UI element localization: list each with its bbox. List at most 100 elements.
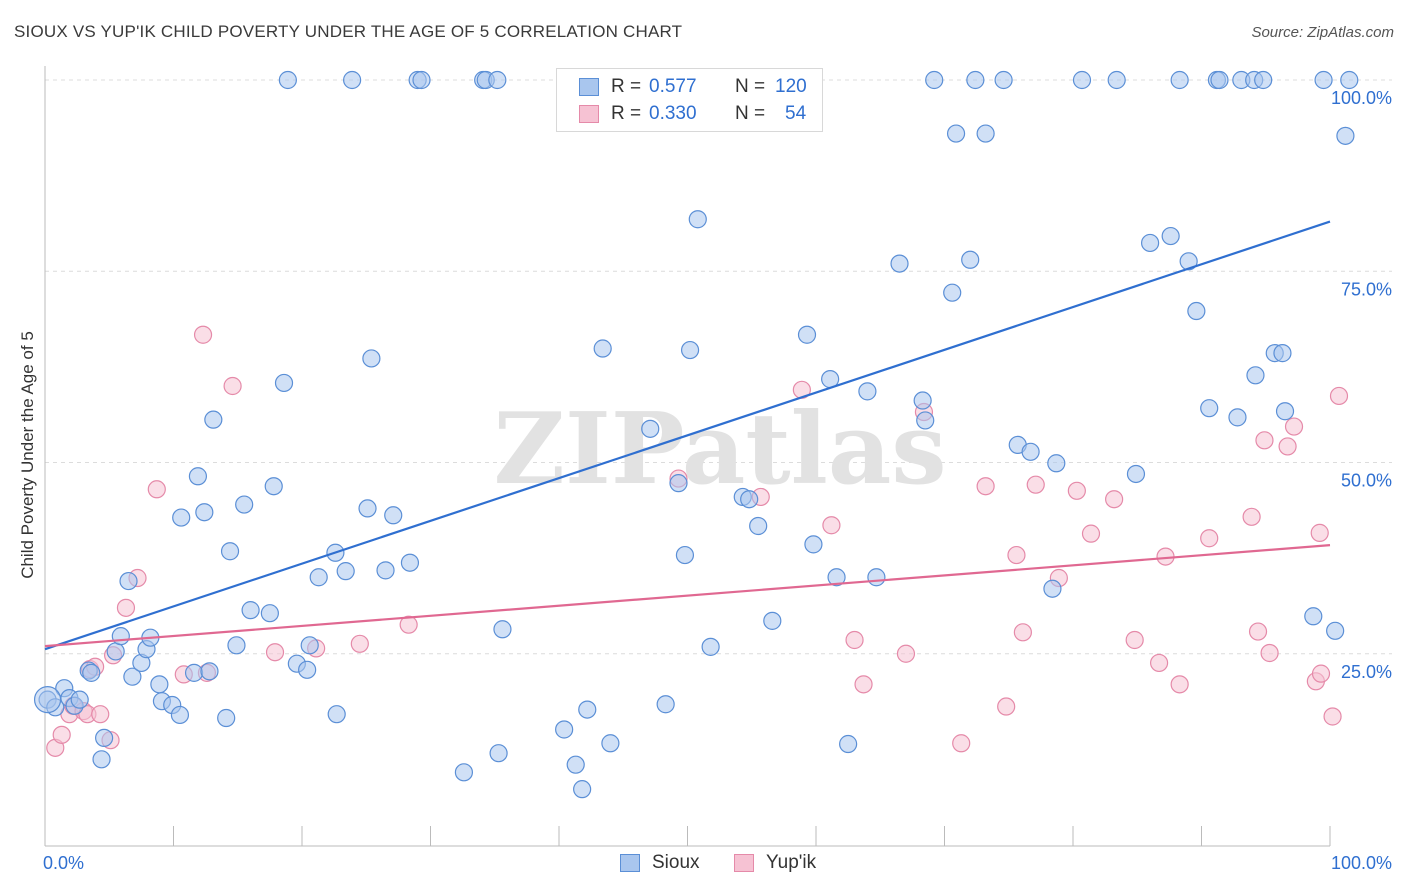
bottom-legend-sioux: Sioux (620, 852, 700, 874)
legend-r-value: 0.330 (649, 103, 697, 124)
legend-r-label: R = (611, 103, 642, 124)
sioux-point (1043, 579, 1062, 598)
yupik-point (1329, 386, 1349, 406)
sioux-point (327, 705, 346, 724)
sioux-point (343, 70, 362, 90)
sioux-point (454, 763, 474, 782)
grid-lines (45, 79, 1392, 655)
sioux-point (827, 568, 846, 587)
yupik-point (845, 630, 864, 650)
sioux-point (70, 690, 89, 709)
sioux-point (92, 750, 111, 769)
sioux-point (1187, 301, 1206, 321)
sioux-point (119, 571, 138, 591)
sioux-point (688, 210, 707, 229)
sioux-point (1200, 399, 1219, 418)
sioux-point (200, 662, 219, 681)
sioux-point (656, 695, 675, 714)
sioux-point (150, 675, 169, 694)
sioux-point (188, 467, 208, 486)
sioux-point (839, 734, 858, 754)
sioux-point (260, 604, 279, 623)
legend-row-yupik: R = 0.330 N = 54 (579, 102, 806, 126)
sioux-point (1314, 70, 1333, 90)
yupik-point (1260, 643, 1279, 663)
yupik-point (1013, 623, 1032, 642)
source-label: Source: ZipAtlas.com (1251, 24, 1394, 41)
y-tick-label: 75.0% (1341, 279, 1392, 299)
legend-n-label: N = (735, 76, 766, 97)
sioux-point (976, 124, 995, 143)
sioux-point (362, 349, 381, 368)
sioux-point (1072, 70, 1092, 90)
yupik-point (997, 697, 1016, 716)
chart-title: SIOUX VS YUP'IK CHILD POVERTY UNDER THE … (14, 22, 683, 41)
yupik-point (952, 734, 971, 753)
yupik-point (1248, 622, 1268, 641)
legend-swatch-sioux (579, 78, 599, 96)
sioux-point (106, 642, 125, 661)
sioux-point (241, 601, 260, 620)
legend-r-value: 0.577 (649, 76, 697, 97)
yupik-point (896, 644, 916, 663)
bottom-legend-label-sioux: Sioux (652, 852, 700, 873)
yupik-point (147, 480, 166, 499)
sioux-point (1246, 366, 1265, 385)
yupik-point (1026, 475, 1045, 494)
sioux-point (123, 667, 142, 686)
yupik-point (265, 643, 285, 662)
sioux-point (1275, 402, 1295, 421)
sioux-point (994, 70, 1013, 90)
sioux-point (890, 254, 909, 273)
sioux-point (217, 708, 236, 728)
sioux-point (1126, 464, 1146, 484)
sioux-point (1161, 226, 1180, 246)
sioux-point (412, 70, 431, 90)
sioux-point (797, 325, 817, 344)
sioux-point (573, 780, 592, 799)
sioux-point (309, 568, 328, 587)
sioux-point (749, 516, 768, 536)
yupik-point (1149, 653, 1169, 673)
sioux-point (336, 562, 355, 581)
sioux-point (675, 545, 695, 565)
sioux-point (264, 477, 283, 496)
sioux-point (1304, 607, 1323, 626)
yupik-point (1255, 431, 1274, 450)
sioux-point (1179, 252, 1198, 271)
sioux-point (95, 728, 114, 748)
sioux-point (184, 663, 204, 682)
sioux-point (1210, 70, 1229, 90)
sioux-point (33, 686, 62, 714)
sioux-point (376, 561, 395, 580)
watermark: ZIPatlas (493, 392, 946, 507)
sioux-point (358, 499, 377, 518)
y-tick-label: 100.0% (1331, 88, 1392, 108)
sioux-point (1140, 233, 1160, 253)
legend-n-value: 54 (785, 103, 807, 124)
yupik-point (1242, 507, 1261, 526)
sioux-point (943, 283, 962, 302)
axes (44, 66, 1331, 847)
yupik-point (854, 675, 873, 694)
yupik-point (1311, 664, 1331, 683)
sioux-point (489, 744, 508, 763)
sioux-point (641, 419, 660, 438)
yupik-point (116, 598, 136, 617)
sioux-point (111, 627, 130, 646)
sioux-point (961, 250, 980, 269)
legend-n-label: N = (735, 103, 766, 124)
x-tick-label: 0.0% (43, 853, 84, 873)
y-tick-label: 25.0% (1341, 662, 1392, 682)
yupik-point (1170, 675, 1189, 694)
sioux-point (300, 636, 319, 655)
yupik-trend-line (44, 544, 1331, 648)
sioux-point (1047, 454, 1066, 473)
sioux-point (1326, 621, 1345, 640)
sioux-point (1170, 70, 1189, 90)
yupik-point (1200, 529, 1219, 548)
yupik-point (1323, 707, 1342, 726)
sioux-point (763, 611, 782, 630)
sioux-point (1254, 70, 1273, 90)
